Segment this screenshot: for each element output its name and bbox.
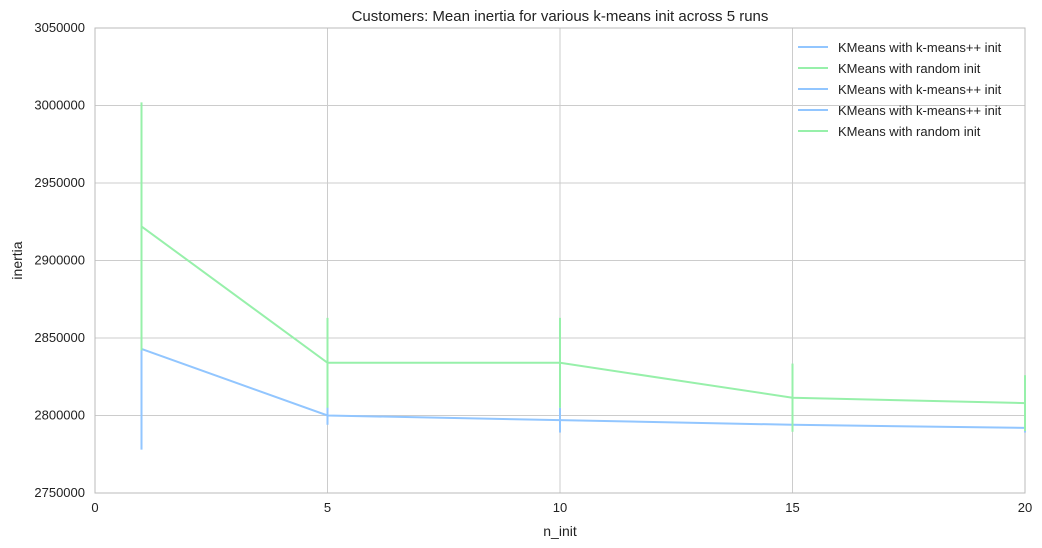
legend-item: KMeans with k-means++ init (798, 103, 1002, 118)
legend-item: KMeans with random init (798, 124, 981, 139)
y-tick-label: 3050000 (34, 20, 85, 35)
x-tick-label: 10 (553, 500, 567, 515)
y-tick-label: 2850000 (34, 330, 85, 345)
y-tick-label: 2950000 (34, 175, 85, 190)
x-tick-label: 0 (91, 500, 98, 515)
legend-item: KMeans with k-means++ init (798, 82, 1002, 97)
x-tick-label: 20 (1018, 500, 1032, 515)
legend-label: KMeans with k-means++ init (838, 103, 1002, 118)
x-tick-label: 5 (324, 500, 331, 515)
x-axis-label: n_init (543, 523, 577, 539)
y-tick-labels: 2750000 2800000 2850000 2900000 2950000 30000… (34, 20, 85, 500)
x-tick-label: 15 (785, 500, 799, 515)
y-tick-label: 2900000 (34, 253, 85, 268)
legend: KMeans with k-means++ init KMeans with ra… (798, 40, 1002, 139)
legend-label: KMeans with random init (838, 124, 981, 139)
x-tick-labels: 0 5 10 15 20 (91, 500, 1032, 515)
legend-item: KMeans with k-means++ init (798, 40, 1002, 55)
series-lines (140, 102, 1026, 450)
y-tick-label: 2800000 (34, 408, 85, 423)
chart-title: Customers: Mean inertia for various k-me… (352, 8, 769, 25)
y-tick-label: 3000000 (34, 98, 85, 113)
legend-label: KMeans with k-means++ init (838, 40, 1002, 55)
y-tick-label: 2750000 (34, 485, 85, 500)
legend-item: KMeans with random init (798, 61, 981, 76)
series-line (141, 347, 1026, 429)
legend-label: KMeans with random init (838, 61, 981, 76)
y-axis-label: inertia (9, 241, 25, 279)
series-1 (140, 248, 1026, 450)
plot-frame (94, 27, 1026, 494)
legend-label: KMeans with k-means++ init (838, 82, 1002, 97)
series-line (140, 225, 1026, 405)
series-2 (140, 102, 1026, 432)
